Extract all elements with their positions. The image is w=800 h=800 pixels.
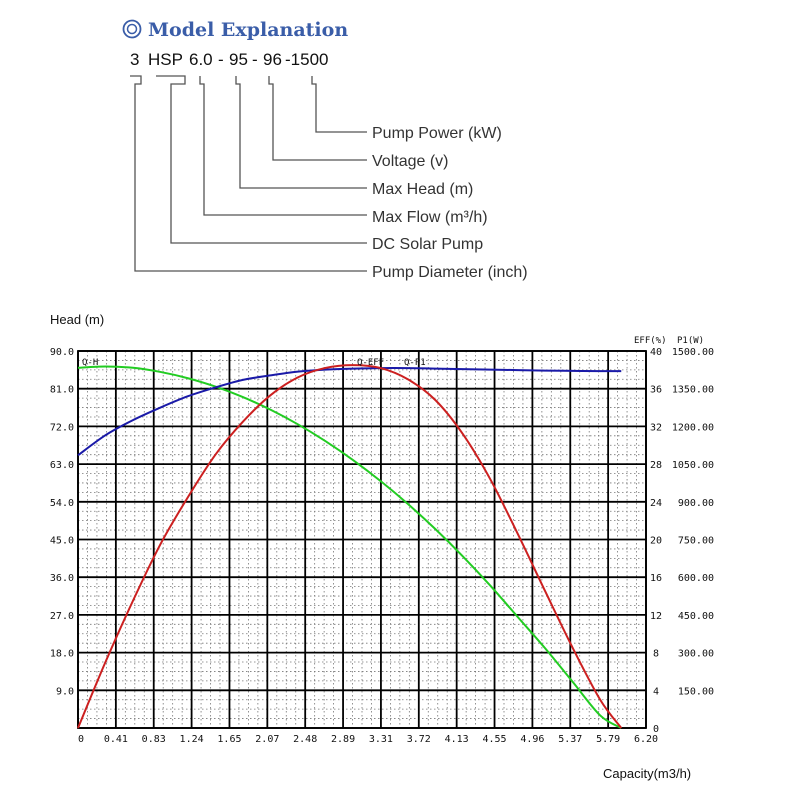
x-tick-label: 4.13 [445, 734, 469, 745]
p1-tick-label: 150.00 [678, 686, 714, 697]
desc-voltage: Voltage (v) [372, 153, 448, 170]
p1-tick-label: 450.00 [678, 611, 714, 622]
curve-label-qeff: Q-EFF [357, 358, 384, 368]
y-tick-label: 45.0 [50, 536, 74, 547]
leader-line-diameter [130, 75, 367, 272]
code-type: HSP [148, 50, 183, 69]
eff-tick-label: 0 [653, 724, 659, 735]
code-head: 95 [229, 50, 248, 69]
p1-tick-label: 1200.00 [672, 422, 714, 433]
x-tick-label: 4.55 [482, 734, 506, 745]
eff-axis-header: EFF(%) [634, 336, 667, 346]
code-dash: - [252, 50, 258, 69]
eff-tick-labels: 0 4 8 12 16 20 24 28 32 36 40 [650, 347, 662, 735]
eff-tick-label: 36 [650, 385, 662, 396]
p1-tick-label: 900.00 [678, 498, 714, 509]
curve-q-h [77, 365, 622, 729]
y-tick-label: 90.0 [50, 347, 74, 358]
code-voltage: 96 [263, 50, 282, 69]
curve-q-eff [77, 364, 623, 729]
curve-label-qh: Q-H [82, 358, 98, 368]
x-tick-label: 6.20 [634, 734, 658, 745]
y-tick-label: 18.0 [50, 649, 74, 660]
curves [77, 364, 623, 729]
eff-tick-label: 4 [653, 686, 659, 697]
x-tick-label: 0 [78, 734, 84, 745]
leader-line-voltage [268, 76, 367, 161]
curve-q-p1 [77, 367, 622, 457]
desc-max-flow: Max Flow (m³/h) [372, 209, 488, 226]
code-power: -1500 [285, 50, 328, 69]
y-tick-labels: 9.0 18.0 27.0 36.0 45.0 54.0 63.0 72.0 81.0 90.0 [50, 347, 74, 697]
double-circle-icon [122, 19, 142, 39]
y-tick-label: 36.0 [50, 573, 74, 584]
y-tick-label: 81.0 [50, 385, 74, 396]
plot-frame [77, 350, 647, 729]
y-tick-label: 27.0 [50, 611, 74, 622]
x-tick-label: 5.37 [558, 734, 582, 745]
model-title: Model Explanation [148, 19, 348, 41]
desc-dc-solar-pump: DC Solar Pump [372, 236, 483, 253]
eff-tick-label: 8 [653, 649, 659, 660]
desc-pump-power: Pump Power (kW) [372, 125, 502, 142]
p1-axis-header: P1(W) [677, 336, 704, 346]
eff-tick-label: 24 [650, 498, 662, 509]
eff-tick-label: 28 [650, 460, 662, 471]
p1-tick-label: 1500.00 [672, 347, 714, 358]
p1-tick-label: 750.00 [678, 536, 714, 547]
y-tick-label: 72.0 [50, 422, 74, 433]
curve-label-qp1: Q-P1 [404, 358, 426, 368]
desc-pump-diameter: Pump Diameter (inch) [372, 264, 528, 281]
x-tick-label: 2.89 [331, 734, 355, 745]
eff-tick-label: 12 [650, 611, 662, 622]
code-diameter: 3 [130, 50, 139, 69]
x-tick-label: 3.72 [407, 734, 431, 745]
p1-tick-label: 1350.00 [672, 385, 714, 396]
code-dash: - [218, 50, 224, 69]
p1-tick-label: 600.00 [678, 573, 714, 584]
leader-line-type [156, 75, 367, 244]
x-tick-label: 0.41 [104, 734, 128, 745]
model-explanation: Model Explanation 3 HSP 6.0 - 95 - 96 -1… [122, 19, 528, 281]
y-tick-label: 54.0 [50, 498, 74, 509]
p1-tick-label: 300.00 [678, 649, 714, 660]
desc-max-head: Max Head (m) [372, 181, 473, 198]
code-flow: 6.0 [189, 50, 213, 69]
eff-tick-label: 32 [650, 422, 662, 433]
y-tick-label: 9.0 [56, 686, 74, 697]
eff-tick-label: 16 [650, 573, 662, 584]
eff-tick-label: 40 [650, 347, 662, 358]
x-tick-label: 5.79 [596, 734, 620, 745]
y-axis-title: Head (m) [50, 312, 104, 327]
x-tick-label: 0.83 [142, 734, 166, 745]
x-tick-label: 3.31 [369, 734, 393, 745]
eff-tick-label: 20 [650, 536, 662, 547]
leader-line-power [311, 76, 367, 133]
y-tick-label: 63.0 [50, 460, 74, 471]
x-tick-label: 2.48 [293, 734, 317, 745]
leader-line-head [235, 76, 367, 189]
leader-lines [130, 75, 367, 272]
x-tick-label: 2.07 [255, 734, 279, 745]
p1-tick-labels: 150.00 300.00 450.00 600.00 750.00 900.00 1050… [672, 347, 714, 697]
performance-chart: Head (m) Capacity(m3/h) EFF(%) P1(W) 0 0.… [50, 312, 714, 781]
x-tick-label: 1.24 [180, 734, 204, 745]
x-tick-labels: 0 0.41 0.83 1.24 1.65 2.07 2.48 2.89 3.31 3.72 4.1… [78, 734, 658, 745]
x-tick-label: 1.65 [217, 734, 241, 745]
x-axis-title: Capacity(m3/h) [603, 766, 691, 781]
x-tick-label: 4.96 [520, 734, 544, 745]
p1-tick-label: 1050.00 [672, 460, 714, 471]
leader-line-flow [199, 76, 367, 216]
